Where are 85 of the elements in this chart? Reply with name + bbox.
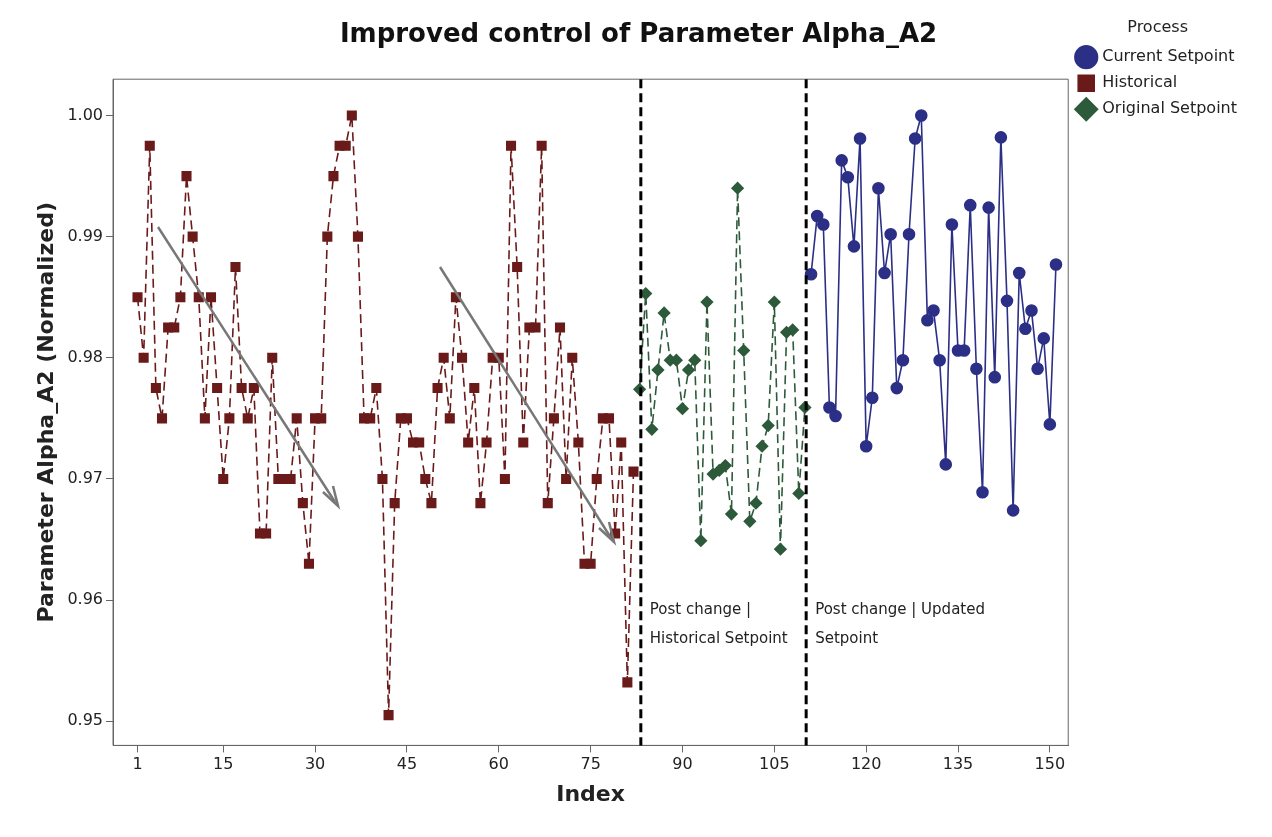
- legend-label: Original Setpoint: [1102, 98, 1238, 118]
- point: [982, 201, 995, 214]
- point: [865, 391, 879, 405]
- point: [988, 370, 1002, 384]
- point: [1000, 294, 1014, 308]
- point: [817, 218, 830, 231]
- point: [737, 344, 750, 357]
- point: [835, 154, 848, 167]
- y-axis-title: Parameter Alpha_A2 (Normalized): [32, 202, 58, 623]
- point: [1031, 362, 1044, 375]
- point: [878, 266, 891, 280]
- point: [657, 306, 671, 320]
- point: [823, 401, 836, 414]
- point: [1037, 332, 1051, 345]
- point: [676, 402, 689, 415]
- point: [884, 227, 897, 241]
- point: [755, 439, 769, 453]
- point: [731, 181, 744, 195]
- point: [682, 363, 695, 377]
- point: [853, 132, 867, 145]
- point: [963, 198, 977, 212]
- point: [1025, 304, 1038, 317]
- point: [847, 240, 861, 253]
- point: [921, 313, 934, 327]
- chart-title: Improved control of Parameter Alpha_A2: [339, 18, 938, 49]
- ref-line-label: Post change | Historical Setpoint: [649, 599, 788, 647]
- point: [890, 381, 904, 395]
- point: [1006, 504, 1020, 517]
- point: [970, 362, 983, 375]
- point: [902, 227, 916, 241]
- point: [749, 496, 763, 510]
- point: [1049, 258, 1063, 271]
- point: [976, 485, 989, 499]
- x-tick-label: 90: [672, 754, 693, 774]
- point: [774, 542, 787, 556]
- x-tick-label: 45: [396, 754, 418, 774]
- y-tick-label: 1.00: [67, 104, 104, 124]
- point: [841, 171, 855, 184]
- point: [1043, 418, 1057, 431]
- point: [694, 534, 708, 547]
- point: [761, 419, 775, 432]
- x-tick-label: 120: [850, 754, 882, 774]
- x-tick-label: 60: [488, 754, 509, 774]
- x-tick-label: 105: [759, 754, 790, 774]
- legend-label: Historical: [1102, 72, 1178, 92]
- point: [994, 131, 1008, 144]
- x-tick-label: 15: [213, 754, 234, 774]
- point: [1019, 322, 1032, 336]
- point: [939, 458, 953, 471]
- point: [1012, 266, 1026, 280]
- x-tick-label: 135: [942, 754, 974, 774]
- point: [896, 353, 910, 367]
- x-tick-label: 30: [304, 754, 326, 774]
- point: [859, 439, 873, 453]
- y-tick-label: 0.97: [67, 468, 104, 488]
- point: [651, 363, 665, 377]
- point: [914, 109, 928, 122]
- x-tick-label: 150: [1034, 754, 1066, 774]
- legend-title: Process: [1127, 17, 1188, 37]
- point: [725, 507, 738, 521]
- ref-line-label: Post change | Updated Setpoint: [815, 599, 985, 647]
- point: [786, 323, 799, 337]
- point: [810, 209, 824, 223]
- point: [804, 267, 818, 281]
- y-tick-label: 0.98: [67, 346, 104, 366]
- y-tick-label: 0.95: [67, 710, 104, 730]
- point: [688, 353, 702, 367]
- y-tick-label: 0.96: [67, 589, 104, 609]
- x-axis-title: Index: [556, 780, 625, 806]
- point: [872, 181, 885, 195]
- point: [908, 132, 922, 145]
- point: [768, 295, 781, 309]
- legend-label: Current Setpoint: [1102, 46, 1235, 66]
- y-tick-label: 0.99: [67, 225, 104, 245]
- point: [933, 353, 946, 367]
- x-tick-label: 75: [580, 754, 601, 774]
- point: [743, 515, 757, 528]
- point: [792, 487, 806, 500]
- point: [645, 422, 659, 436]
- point: [719, 459, 732, 472]
- point: [927, 304, 940, 317]
- point: [700, 295, 714, 309]
- x-tick-label: 1: [132, 754, 143, 774]
- point: [945, 218, 959, 231]
- point: [829, 409, 842, 423]
